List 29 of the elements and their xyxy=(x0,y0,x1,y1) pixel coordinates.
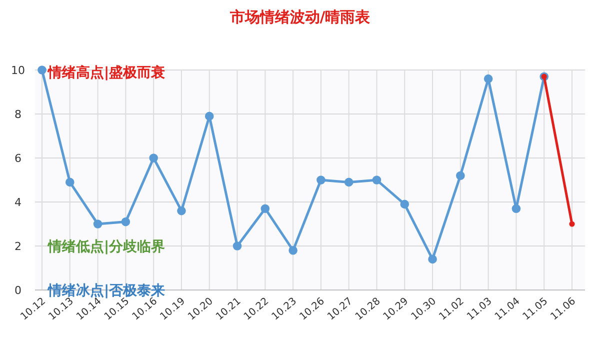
point xyxy=(344,178,354,187)
point xyxy=(65,178,74,187)
point xyxy=(484,74,493,84)
y-tick-label: 4 xyxy=(14,196,22,209)
point xyxy=(260,204,270,213)
point xyxy=(232,242,242,250)
point xyxy=(316,176,326,184)
point xyxy=(93,220,102,228)
annotation: 情绪低点|分歧临界 xyxy=(47,239,166,255)
y-tick-label: 8 xyxy=(14,108,22,121)
point xyxy=(512,204,521,213)
y-tick-label: 10 xyxy=(11,64,25,77)
point xyxy=(288,246,298,255)
point xyxy=(456,171,465,180)
point xyxy=(428,254,437,264)
y-tick-label: 6 xyxy=(14,152,22,165)
point xyxy=(121,217,130,226)
point xyxy=(372,176,382,184)
point xyxy=(149,154,158,162)
point xyxy=(204,112,214,121)
point xyxy=(400,200,410,209)
point xyxy=(38,66,46,74)
point xyxy=(569,221,575,227)
annotation: 情绪冰点|否极泰来 xyxy=(47,283,166,299)
chart-title: 市场情绪波动/晴雨表 xyxy=(228,8,372,26)
y-tick-label: 2 xyxy=(14,240,22,253)
point xyxy=(177,206,186,216)
annotation: 情绪高点|盛极而衰 xyxy=(47,64,166,81)
y-tick-label: 0 xyxy=(14,284,22,297)
